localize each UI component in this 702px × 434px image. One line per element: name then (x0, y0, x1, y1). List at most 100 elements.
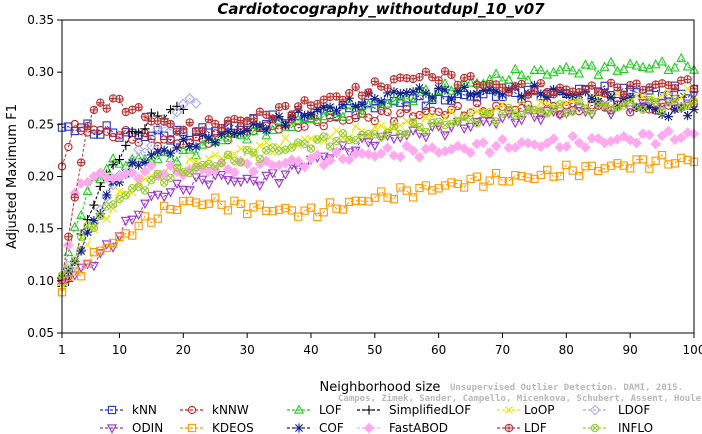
data-point (77, 158, 86, 167)
data-point (306, 109, 316, 119)
data-point (229, 128, 239, 139)
legend-marker (504, 423, 514, 433)
data-point (345, 197, 354, 207)
data-point (675, 132, 687, 144)
data-point (523, 100, 533, 109)
data-point (274, 178, 285, 189)
data-point (626, 164, 635, 173)
data-point (530, 86, 539, 96)
data-point (318, 152, 329, 162)
data-point (179, 196, 188, 206)
data-point (459, 124, 470, 135)
data-point (338, 99, 348, 110)
data-point (152, 153, 163, 163)
data-point (453, 80, 462, 90)
data-point (377, 121, 386, 130)
data-point (235, 177, 246, 188)
data-point (536, 170, 545, 180)
data-point (216, 170, 227, 181)
legend-marker (590, 423, 600, 433)
data-point (651, 95, 660, 104)
series-knnw (57, 95, 699, 171)
data-point (581, 162, 590, 171)
data-point (107, 179, 119, 191)
data-point (364, 88, 373, 97)
data-point (338, 129, 348, 138)
data-point (63, 246, 74, 257)
data-point (115, 187, 124, 196)
data-point (332, 136, 341, 146)
data-point (478, 85, 488, 95)
legend-label: LDOF (618, 403, 650, 417)
data-point (83, 240, 92, 249)
legend-label: SimplifiedLOF (389, 403, 471, 417)
data-point (338, 95, 348, 105)
x-tick-label: 100 (683, 343, 702, 357)
legend-marker (363, 422, 375, 434)
data-point (535, 64, 546, 75)
data-point (388, 150, 400, 161)
data-point (172, 205, 182, 215)
data-point (549, 90, 558, 99)
data-point (318, 159, 330, 171)
data-point (178, 144, 189, 155)
data-point (191, 198, 201, 207)
data-point (389, 194, 399, 204)
series-inflo (57, 95, 699, 280)
data-point (115, 133, 124, 142)
data-point (421, 113, 430, 122)
data-point (605, 110, 617, 120)
data-point (472, 99, 482, 108)
data-point (491, 86, 501, 96)
data-point (108, 243, 119, 253)
data-point (331, 105, 342, 115)
data-point (498, 177, 507, 186)
data-point (409, 118, 418, 127)
data-point (255, 154, 265, 164)
data-point (121, 140, 131, 151)
data-point (510, 63, 521, 74)
data-point (568, 107, 577, 116)
data-point (255, 121, 265, 131)
data-point (396, 129, 405, 139)
data-point (637, 61, 648, 72)
data-point (292, 155, 304, 167)
data-point (383, 84, 392, 93)
data-point (542, 69, 553, 79)
legend-item-inflo: INFLO (583, 421, 653, 434)
data-point (185, 142, 195, 152)
data-point (434, 83, 444, 93)
data-point (114, 171, 125, 183)
data-point (95, 209, 105, 219)
data-point (638, 105, 648, 114)
data-point (326, 132, 335, 141)
data-point (166, 173, 175, 183)
data-point (643, 129, 655, 141)
legend-label: KDEOS (212, 421, 254, 434)
data-point (77, 272, 86, 281)
data-point (356, 148, 368, 159)
data-point (344, 93, 354, 103)
data-point (319, 102, 329, 113)
data-point (280, 121, 291, 131)
data-point (426, 142, 438, 154)
credit-line-2: Campos, Zimek, Sander, Campello, Micenko… (338, 393, 702, 404)
data-point (242, 174, 253, 185)
data-point (217, 200, 226, 209)
data-point (82, 227, 93, 237)
data-point (542, 92, 552, 102)
data-point (466, 72, 475, 81)
data-point (581, 85, 590, 94)
data-point (204, 115, 213, 124)
data-point (185, 168, 194, 178)
data-point (228, 167, 240, 179)
data-point (543, 98, 552, 107)
data-point (83, 121, 92, 131)
data-point (440, 131, 451, 141)
data-point (548, 133, 559, 145)
data-point (294, 212, 303, 221)
legend-label: LDF (524, 421, 547, 434)
series-kdeos (57, 150, 699, 297)
data-point (656, 130, 668, 142)
data-point (300, 139, 309, 148)
